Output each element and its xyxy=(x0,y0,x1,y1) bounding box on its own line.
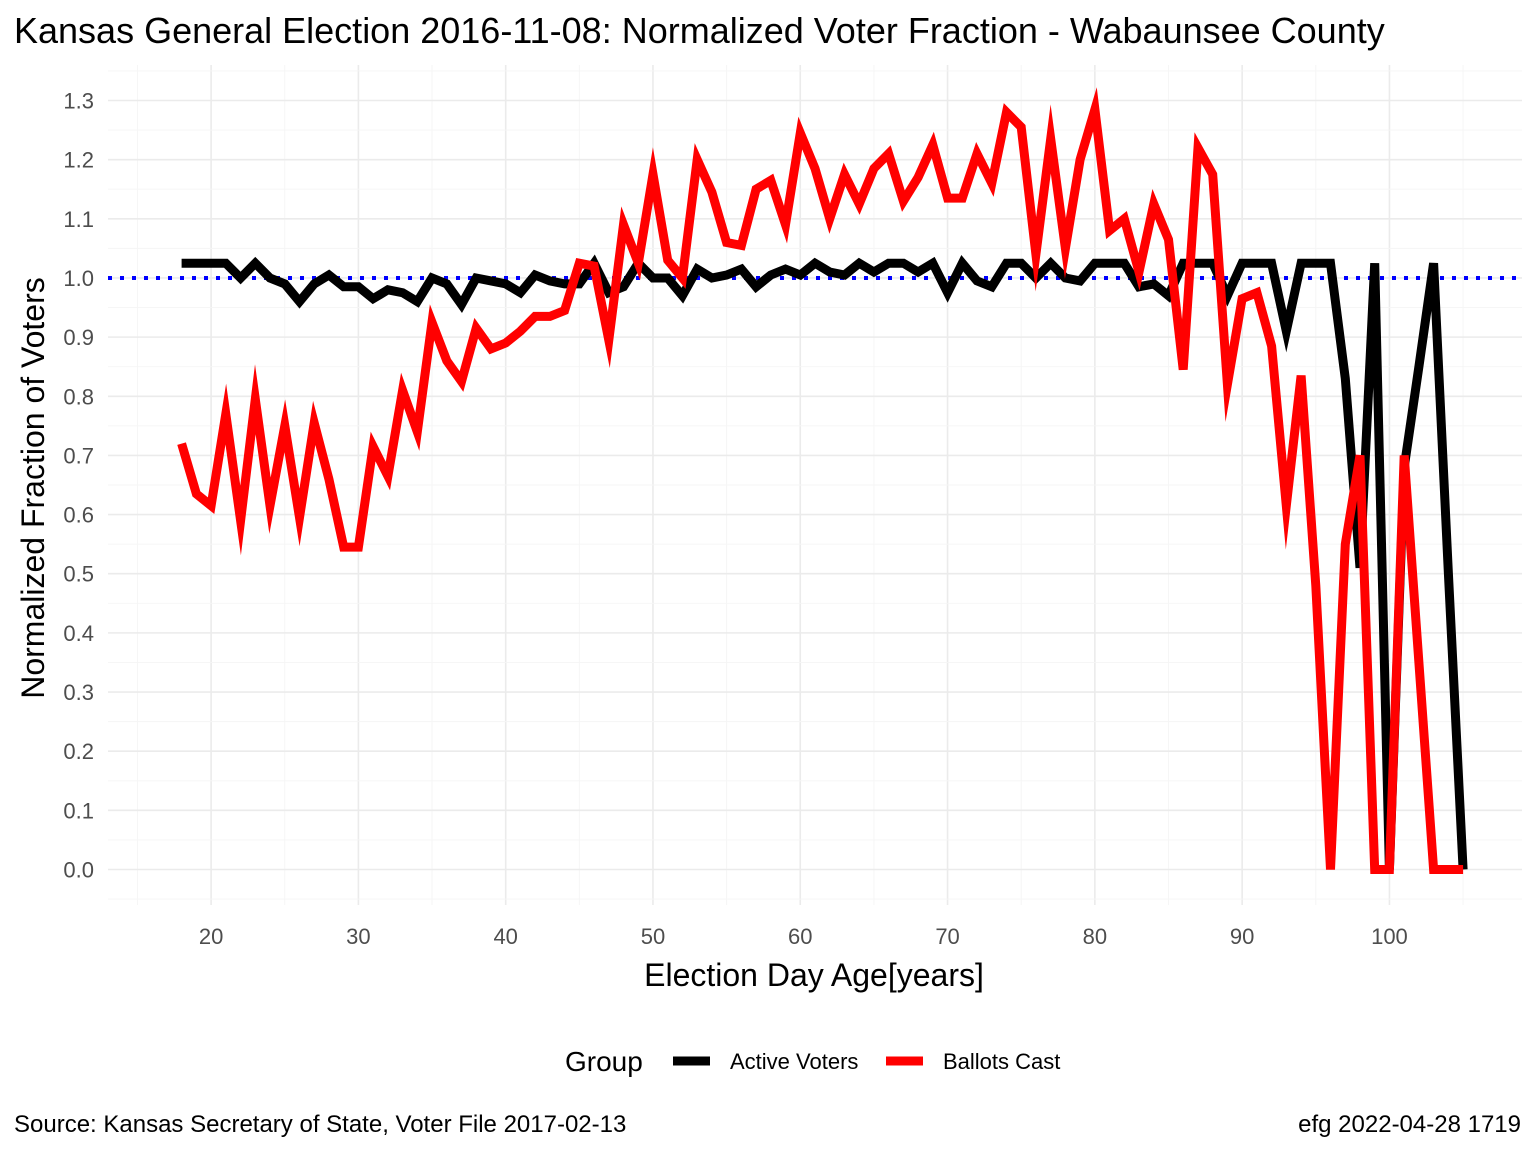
y-tick-label: 1.0 xyxy=(63,266,94,291)
series-line-ballots-cast xyxy=(177,87,1464,874)
x-tick-label: 50 xyxy=(641,924,665,949)
x-tick-label: 70 xyxy=(935,924,959,949)
legend-title: Group xyxy=(565,1046,643,1077)
x-tick-label: 80 xyxy=(1083,924,1107,949)
y-tick-label: 0.6 xyxy=(63,503,94,528)
x-tick-label: 40 xyxy=(493,924,517,949)
y-tick-label: 0.0 xyxy=(63,858,94,883)
y-axis-title: Normalized Fraction of Voters xyxy=(15,277,51,699)
x-tick-labels: 20 30 40 50 60 70 80 90 100 xyxy=(199,924,1408,949)
y-tick-label: 0.3 xyxy=(63,680,94,705)
chart-title: Kansas General Election 2016-11-08: Norm… xyxy=(14,10,1385,51)
y-tick-label: 1.3 xyxy=(63,88,94,113)
y-tick-label: 0.7 xyxy=(63,443,94,468)
y-tick-label: 0.1 xyxy=(63,798,94,823)
x-tick-label: 90 xyxy=(1230,924,1254,949)
series-lines xyxy=(177,87,1468,874)
x-tick-label: 20 xyxy=(199,924,223,949)
series-line-active-voters xyxy=(181,254,1468,870)
x-tick-label: 60 xyxy=(788,924,812,949)
y-tick-labels: 0.0 0.1 0.2 0.3 0.4 0.5 0.6 0.7 0.8 0.9 1.0 1.1 1.2 1… xyxy=(63,88,94,882)
y-tick-label: 0.4 xyxy=(63,621,94,646)
author-caption: efg 2022-04-28 1719 xyxy=(1298,1111,1521,1138)
y-tick-label: 1.1 xyxy=(63,207,94,232)
x-axis-title: Election Day Age[years] xyxy=(644,957,984,993)
x-tick-label: 100 xyxy=(1371,924,1408,949)
y-tick-label: 0.8 xyxy=(63,384,94,409)
source-caption: Source: Kansas Secretary of State, Voter… xyxy=(14,1111,626,1138)
y-tick-label: 1.2 xyxy=(63,148,94,173)
y-tick-label: 0.5 xyxy=(63,562,94,587)
y-tick-label: 0.2 xyxy=(63,739,94,764)
legend-label-ballots-cast: Ballots Cast xyxy=(943,1049,1060,1074)
legend: Group Active Voters Ballots Cast xyxy=(565,1046,1060,1077)
x-tick-label: 30 xyxy=(346,924,370,949)
y-tick-label: 0.9 xyxy=(63,325,94,350)
legend-label-active-voters: Active Voters xyxy=(730,1049,858,1074)
